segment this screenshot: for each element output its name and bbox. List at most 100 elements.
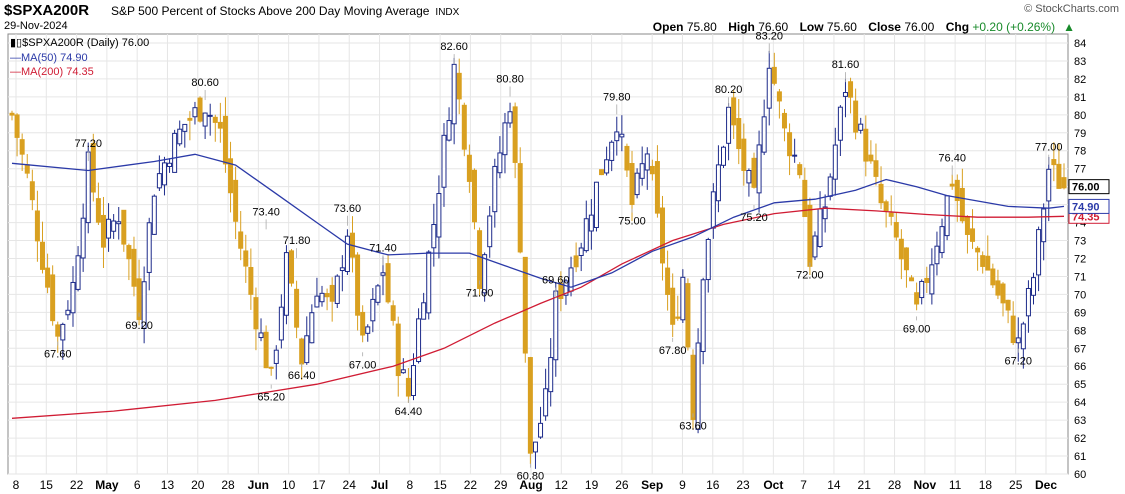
legend-ma50: —MA(50) 74.90 — [10, 52, 88, 64]
x-tick-label: 9 — [679, 478, 686, 492]
candle-body — [548, 357, 554, 393]
candle-body — [848, 81, 854, 98]
candle-body — [100, 214, 106, 248]
y-tick-label: 66 — [1074, 361, 1086, 373]
candle-body — [19, 139, 25, 155]
legend-ma50-text: MA(50) 74.90 — [21, 52, 88, 64]
brand-logo: © StockCharts.com — [1024, 3, 1119, 15]
candle-body — [1025, 287, 1031, 317]
chart-date: 29-Nov-2024 — [4, 20, 68, 32]
candle-body — [65, 309, 71, 316]
candle-body — [624, 145, 630, 171]
price-tag: 76.00 — [1072, 182, 1100, 194]
annotation-label: 67.80 — [659, 345, 687, 357]
description-text: S&P 500 Percent of Stocks Above 200 Day … — [111, 4, 430, 18]
y-tick-label: 69 — [1074, 307, 1086, 319]
candle-body — [90, 143, 96, 193]
annotation-label: 80.20 — [715, 84, 743, 96]
bar-icon: ▮▯ — [10, 37, 23, 49]
x-tick-label: 13 — [161, 478, 175, 492]
candle-body — [55, 324, 61, 337]
candle-body — [593, 181, 599, 229]
annotation-label: 82.60 — [440, 41, 468, 53]
candle-body — [492, 165, 498, 213]
annotation-label: 67.20 — [1004, 356, 1032, 368]
candle-body — [278, 306, 284, 341]
annotation-label: 73.60 — [334, 203, 362, 215]
x-tick-label: 25 — [1009, 478, 1023, 492]
y-tick-label: 67 — [1074, 343, 1086, 355]
candle-body — [45, 267, 51, 288]
candle-body — [1015, 337, 1021, 344]
x-tick-label: 8 — [406, 478, 413, 492]
candle-body — [299, 338, 305, 365]
chg-value: +0.20 (+0.26%) — [972, 20, 1056, 34]
x-tick-label: 18 — [979, 478, 993, 492]
y-tick-label: 77 — [1074, 164, 1086, 176]
candle-body — [909, 277, 915, 282]
chg-label: Chg — [945, 20, 970, 34]
y-tick-label: 63 — [1074, 415, 1086, 427]
candle-body — [690, 354, 696, 420]
candle-body — [222, 115, 228, 165]
candle-body — [34, 210, 40, 242]
candle-body — [207, 114, 213, 117]
candle-body — [761, 116, 767, 153]
candle-body — [461, 104, 467, 150]
candle-body — [131, 248, 137, 287]
annotation-label: 63.60 — [679, 420, 707, 432]
y-tick-label: 80 — [1074, 110, 1086, 122]
annotation-label: 69.20 — [125, 320, 153, 332]
annotation-label: 76.40 — [938, 152, 966, 164]
candle-body — [283, 252, 289, 316]
candle-body — [309, 312, 315, 344]
candle-body — [858, 123, 864, 131]
x-tick-label: 7 — [800, 478, 807, 492]
candle-body — [482, 254, 488, 294]
candle-body — [111, 220, 117, 232]
y-tick-label: 61 — [1074, 451, 1086, 463]
candle-body — [1020, 323, 1026, 350]
x-tick-label: 17 — [312, 478, 326, 492]
candle-body — [329, 284, 335, 302]
x-tick-label: 23 — [736, 478, 750, 492]
candle-body — [532, 441, 538, 453]
candle-body — [14, 114, 20, 138]
exchange-label: INDX — [435, 7, 460, 18]
candle-body — [578, 247, 584, 256]
annotation-label: 69.00 — [903, 323, 931, 335]
candle-body — [660, 207, 666, 264]
candle-body — [426, 251, 432, 314]
y-tick-label: 72 — [1074, 253, 1086, 265]
candle-body — [1051, 159, 1057, 166]
annotation-label: 60.80 — [517, 471, 545, 483]
candle-body — [319, 292, 325, 303]
candle-body — [970, 228, 976, 242]
candle-body — [106, 218, 112, 239]
candle-body — [60, 323, 66, 341]
line-icon: — — [10, 66, 21, 78]
x-tick-label: 26 — [615, 478, 629, 492]
ohlc-readout: Open 75.80 High 76.60 Low 75.60 Close 76… — [653, 20, 1075, 34]
candle-body — [726, 106, 732, 144]
y-tick-label: 79 — [1074, 128, 1086, 140]
annotation-label: 77.00 — [1035, 142, 1063, 154]
low-label: Low — [799, 20, 824, 34]
candle-body — [614, 131, 620, 142]
candle-body — [212, 116, 218, 123]
candle-body — [903, 247, 909, 271]
candle-body — [731, 97, 737, 126]
y-tick-label: 84 — [1074, 38, 1086, 50]
high-label: High — [728, 20, 755, 34]
candle-body — [832, 144, 838, 180]
candle-body — [268, 366, 274, 369]
candle-body — [263, 331, 269, 369]
candle-body — [517, 163, 523, 253]
candle-body — [70, 281, 76, 314]
candle-body — [822, 206, 828, 220]
candle-body — [756, 144, 762, 194]
x-tick-label: May — [95, 478, 119, 492]
candle-body — [50, 274, 56, 322]
candle-body — [883, 201, 889, 212]
candle-body — [9, 112, 15, 116]
